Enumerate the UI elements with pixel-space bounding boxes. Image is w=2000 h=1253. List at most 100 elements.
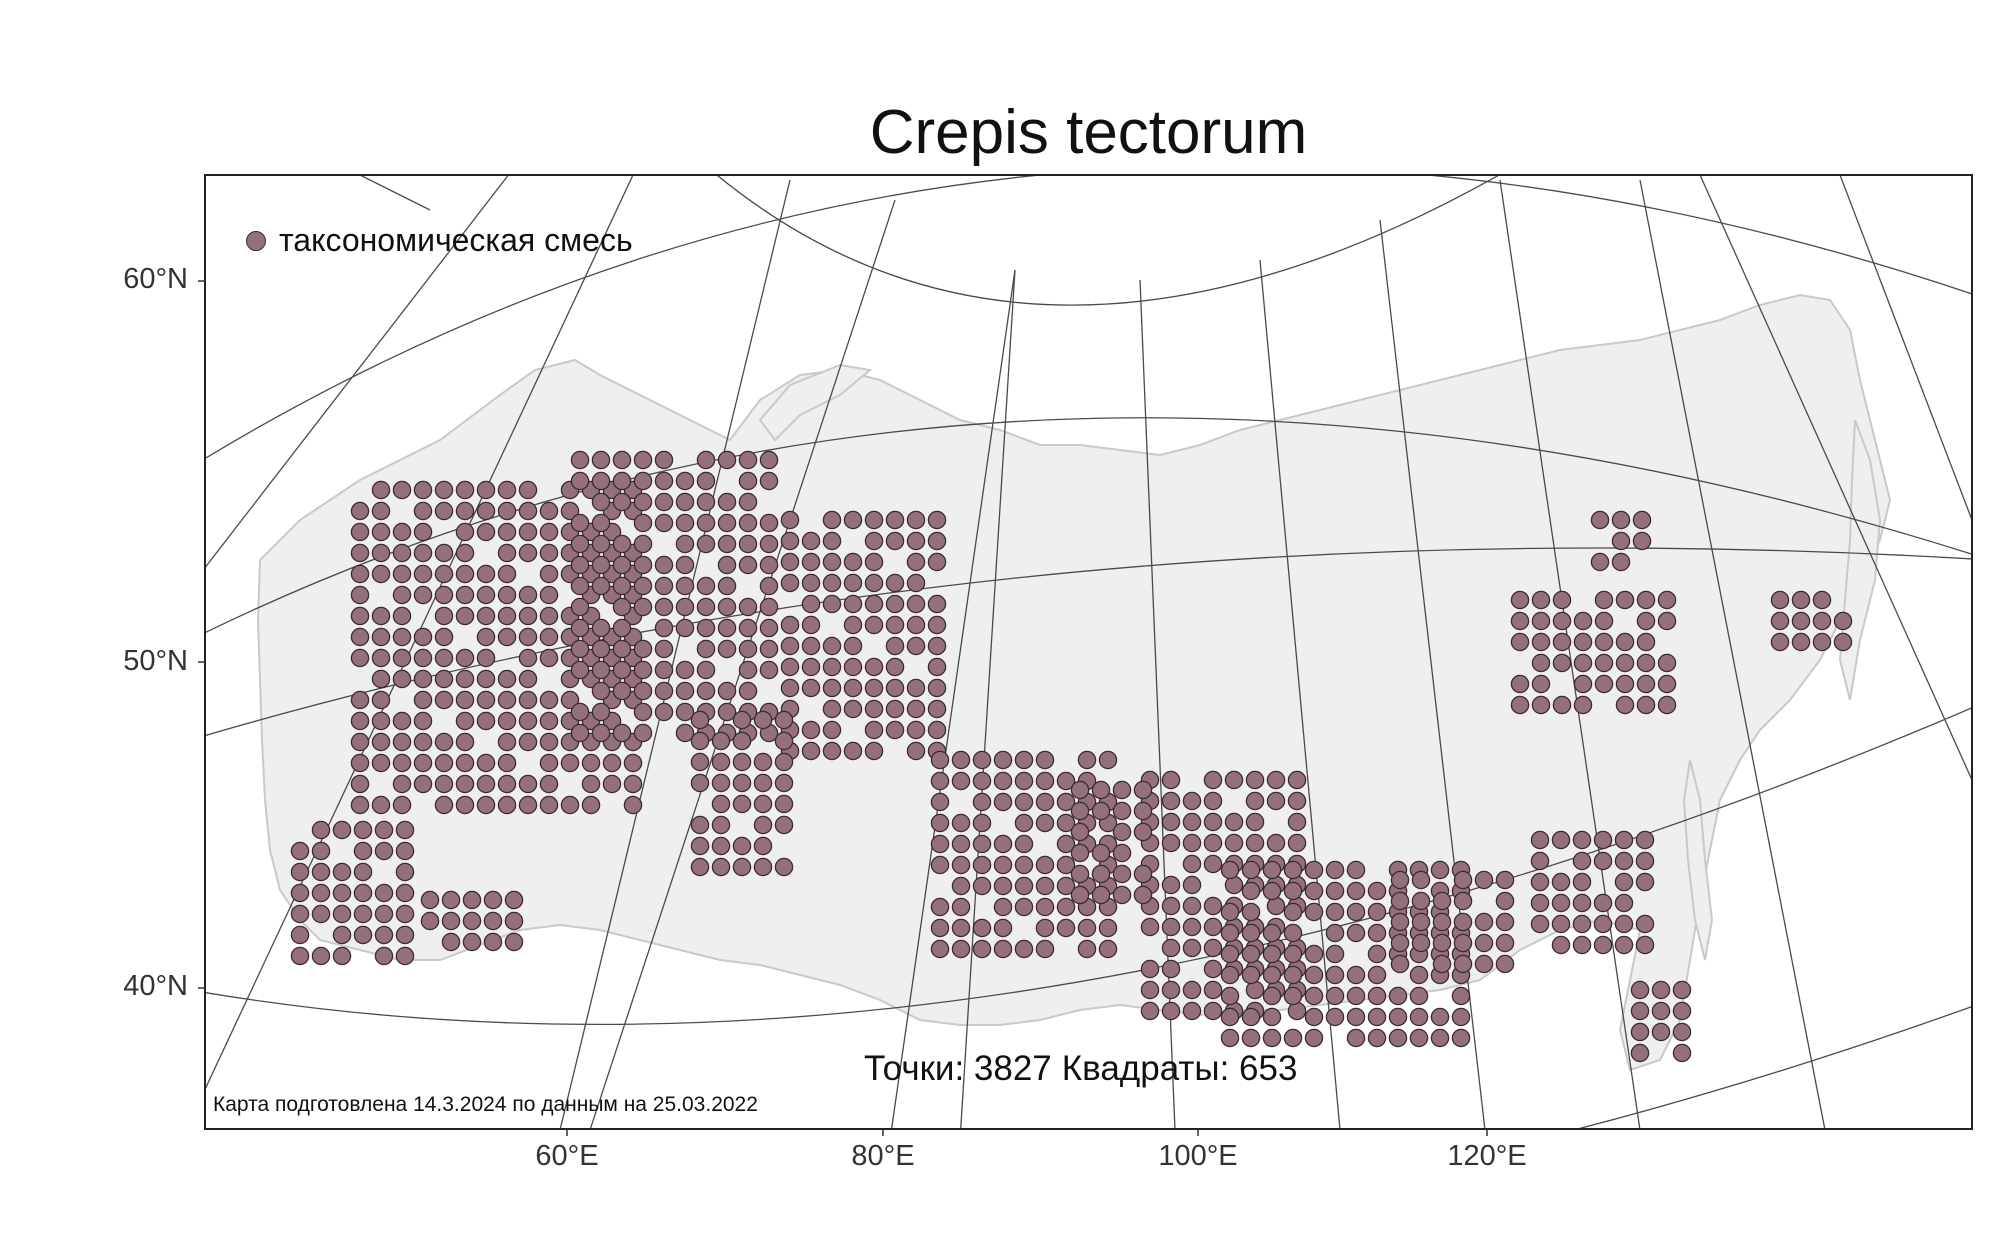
occurrence-point [864,678,884,698]
occurrence-point [1241,944,1261,964]
occurrence-point [1014,771,1034,791]
occurrence-point [290,862,310,882]
occurrence-point [350,711,370,731]
meridian-80 [890,269,1016,1129]
occurrence-point [1367,944,1387,964]
occurrence-point [759,513,779,533]
occurrence-point [696,639,716,659]
occurrence-point [591,702,611,722]
occurrence-point [455,564,475,584]
occurrence-point [434,543,454,563]
occurrence-point [885,720,905,740]
occurrence-point [1367,965,1387,985]
occurrence-point [1241,1007,1261,1027]
occurrence-point [518,627,538,647]
occurrence-point [906,678,926,698]
occurrence-point [1077,750,1097,770]
occurrence-point [392,711,412,731]
occurrence-point [675,513,695,533]
occurrence-point [885,636,905,656]
occurrence-point [1325,944,1345,964]
occurrence-point [1266,833,1286,853]
occurrence-point [353,904,373,924]
occurrence-point [560,690,580,710]
occurrence-point [1672,980,1692,1000]
parallel-60 [205,417,1972,634]
occurrence-point [434,774,454,794]
occurrence-point [350,501,370,521]
occurrence-point [1572,830,1592,850]
occurrence-point [801,531,821,551]
occurrence-point [753,815,773,835]
occurrence-point [1636,653,1656,673]
occurrence-point [374,946,394,966]
occurrence-point [654,513,674,533]
occurrence-point [654,555,674,575]
occurrence-point [1304,944,1324,964]
occurrence-point [864,552,884,572]
occurrence-point [350,753,370,773]
occurrence-point [1346,902,1366,922]
occurrence-point [1572,935,1592,955]
occurrence-point [1630,1043,1650,1063]
occurrence-point [1283,923,1303,943]
occurrence-point [374,904,394,924]
occurrence-point [1551,893,1571,913]
occurrence-point [906,531,926,551]
occurrence-point [1346,965,1366,985]
occurrence-point [602,753,622,773]
occurrence-point [1325,923,1345,943]
occurrence-point [290,883,310,903]
occurrence-point [696,681,716,701]
occurrence-point [711,836,731,856]
occurrence-point [951,876,971,896]
occurrence-point [780,552,800,572]
occurrence-point [539,522,559,542]
occurrence-point [654,660,674,680]
occurrence-point [654,681,674,701]
occurrence-point [476,564,496,584]
occurrence-point [738,534,758,554]
occurrence-point [311,904,331,924]
occurrence-point [906,636,926,656]
occurrence-point [518,480,538,500]
occurrence-point [1530,830,1550,850]
occurrence-point [455,606,475,626]
occurrence-point [1367,902,1387,922]
occurrence-point [1636,674,1656,694]
occurrence-point [476,627,496,647]
occurrence-point [1325,965,1345,985]
occurrence-point [392,564,412,584]
occurrence-point [822,720,842,740]
occurrence-point [801,615,821,635]
occurrence-point [885,615,905,635]
occurrence-point [483,932,503,952]
occurrence-point [1203,770,1223,790]
occurrence-point [1133,864,1153,884]
occurrence-point [612,660,632,680]
occurrence-point [518,669,538,689]
occurrence-point [738,681,758,701]
occurrence-point [1630,1022,1650,1042]
occurrence-point [759,618,779,638]
occurrence-point [1453,891,1473,911]
occurrence-point [690,710,710,730]
occurrence-point [612,681,632,701]
occurrence-point [1245,770,1265,790]
occurrence-point [1531,674,1551,694]
occurrence-point [570,534,590,554]
occurrence-point [560,753,580,773]
occurrence-point [1388,986,1408,1006]
occurrence-point [1220,1007,1240,1027]
occurrence-point [1367,1007,1387,1027]
occurrence-point [1390,933,1410,953]
occurrence-point [1014,855,1034,875]
occurrence-point [1390,954,1410,974]
occurrence-point [1220,944,1240,964]
occurrence-point [612,639,632,659]
occurrence-point [690,731,710,751]
occurrence-point [539,585,559,605]
occurrence-point [822,657,842,677]
occurrence-point [654,576,674,596]
